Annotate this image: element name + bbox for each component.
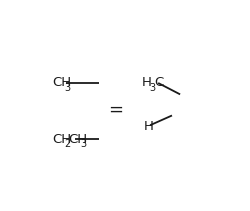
Text: =: = bbox=[108, 101, 123, 119]
Text: 2: 2 bbox=[64, 139, 70, 149]
Text: 3: 3 bbox=[80, 139, 86, 149]
Text: 3: 3 bbox=[150, 83, 156, 93]
Text: CH: CH bbox=[52, 77, 71, 89]
Text: 3: 3 bbox=[64, 83, 70, 93]
Text: C: C bbox=[154, 77, 164, 89]
Text: CH: CH bbox=[52, 133, 71, 146]
Text: H: H bbox=[142, 77, 152, 89]
Text: H: H bbox=[144, 120, 154, 133]
Text: CH: CH bbox=[68, 133, 87, 146]
